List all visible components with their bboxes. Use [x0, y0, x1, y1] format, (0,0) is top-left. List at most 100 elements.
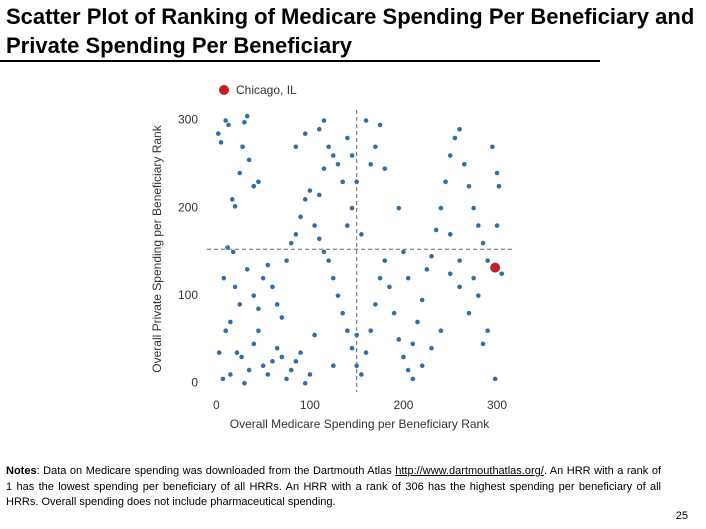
point [232, 284, 238, 290]
point [326, 144, 331, 150]
point [274, 302, 280, 307]
point [476, 223, 481, 228]
x-tick-label: 100 [300, 398, 320, 412]
point [349, 153, 355, 158]
point [443, 179, 448, 185]
point [391, 310, 397, 316]
point [242, 380, 247, 386]
point [228, 319, 233, 325]
point [220, 376, 226, 382]
point [270, 284, 275, 290]
point [492, 376, 498, 382]
point [410, 341, 416, 347]
point [293, 232, 299, 237]
point [307, 188, 313, 193]
point [447, 232, 453, 237]
point [251, 341, 257, 347]
point [244, 267, 250, 272]
point [457, 284, 462, 290]
x-axis-title: Overall Medicare Spending per Beneficiar… [230, 417, 490, 431]
notes: Notes: Data on Medicare spending was dow… [6, 464, 661, 511]
point [340, 179, 345, 185]
point [265, 372, 271, 377]
point [485, 258, 490, 263]
point [270, 359, 275, 364]
point [274, 345, 280, 351]
point [354, 179, 359, 185]
point [499, 271, 505, 277]
point [405, 275, 411, 281]
point [256, 179, 261, 185]
point [265, 262, 271, 268]
title-rule [0, 60, 600, 62]
notes-link[interactable]: http://www.dartmouthatlas.org/ [395, 465, 544, 477]
point [232, 204, 238, 209]
point [218, 140, 224, 145]
point [438, 328, 444, 333]
point [234, 350, 240, 355]
point [284, 376, 289, 382]
notes-text: : Data on Medicare spending was download… [36, 465, 396, 477]
notes-text: . An HRR with a rank of 1 has the lowest… [6, 465, 661, 508]
point [354, 363, 359, 369]
point [246, 157, 252, 163]
point [331, 275, 336, 281]
point [225, 245, 230, 250]
point [373, 144, 378, 150]
point [284, 258, 289, 263]
point [223, 118, 229, 123]
point [471, 205, 476, 211]
point [359, 372, 364, 377]
point [349, 345, 355, 351]
point [331, 363, 336, 369]
point [396, 205, 402, 211]
point [419, 297, 425, 303]
point [447, 153, 453, 158]
point [239, 354, 244, 360]
point [216, 350, 222, 355]
point [377, 275, 383, 281]
point [335, 293, 341, 298]
point [368, 328, 374, 333]
point [447, 271, 453, 277]
point [251, 183, 257, 189]
point [256, 328, 261, 333]
point [321, 166, 327, 171]
slide-title: Scatter Plot of Ranking of Medicare Spen… [6, 4, 695, 58]
point [316, 192, 322, 198]
point [494, 170, 500, 176]
point [246, 367, 252, 373]
point [438, 205, 444, 211]
point [215, 131, 221, 136]
point [452, 135, 458, 141]
point [429, 253, 434, 259]
point [466, 310, 472, 316]
point [363, 350, 369, 355]
point [316, 126, 322, 132]
point [471, 275, 476, 281]
highlight-point [490, 262, 501, 273]
point [288, 240, 294, 246]
point [415, 319, 420, 325]
y-tick-label: 0 [191, 375, 198, 389]
point [359, 232, 364, 237]
point [396, 337, 402, 342]
point [321, 118, 327, 123]
point [237, 302, 243, 307]
point [377, 122, 383, 128]
point [476, 293, 481, 298]
point [490, 144, 495, 150]
point [410, 376, 416, 382]
point [485, 328, 490, 333]
point [302, 197, 308, 202]
point [405, 367, 411, 373]
point [461, 161, 467, 167]
x-tick-label: 200 [393, 398, 413, 412]
point [279, 315, 285, 320]
point [345, 135, 350, 141]
point [345, 223, 350, 228]
point [260, 275, 266, 281]
point [419, 363, 425, 369]
page-number: 25 [675, 510, 688, 522]
